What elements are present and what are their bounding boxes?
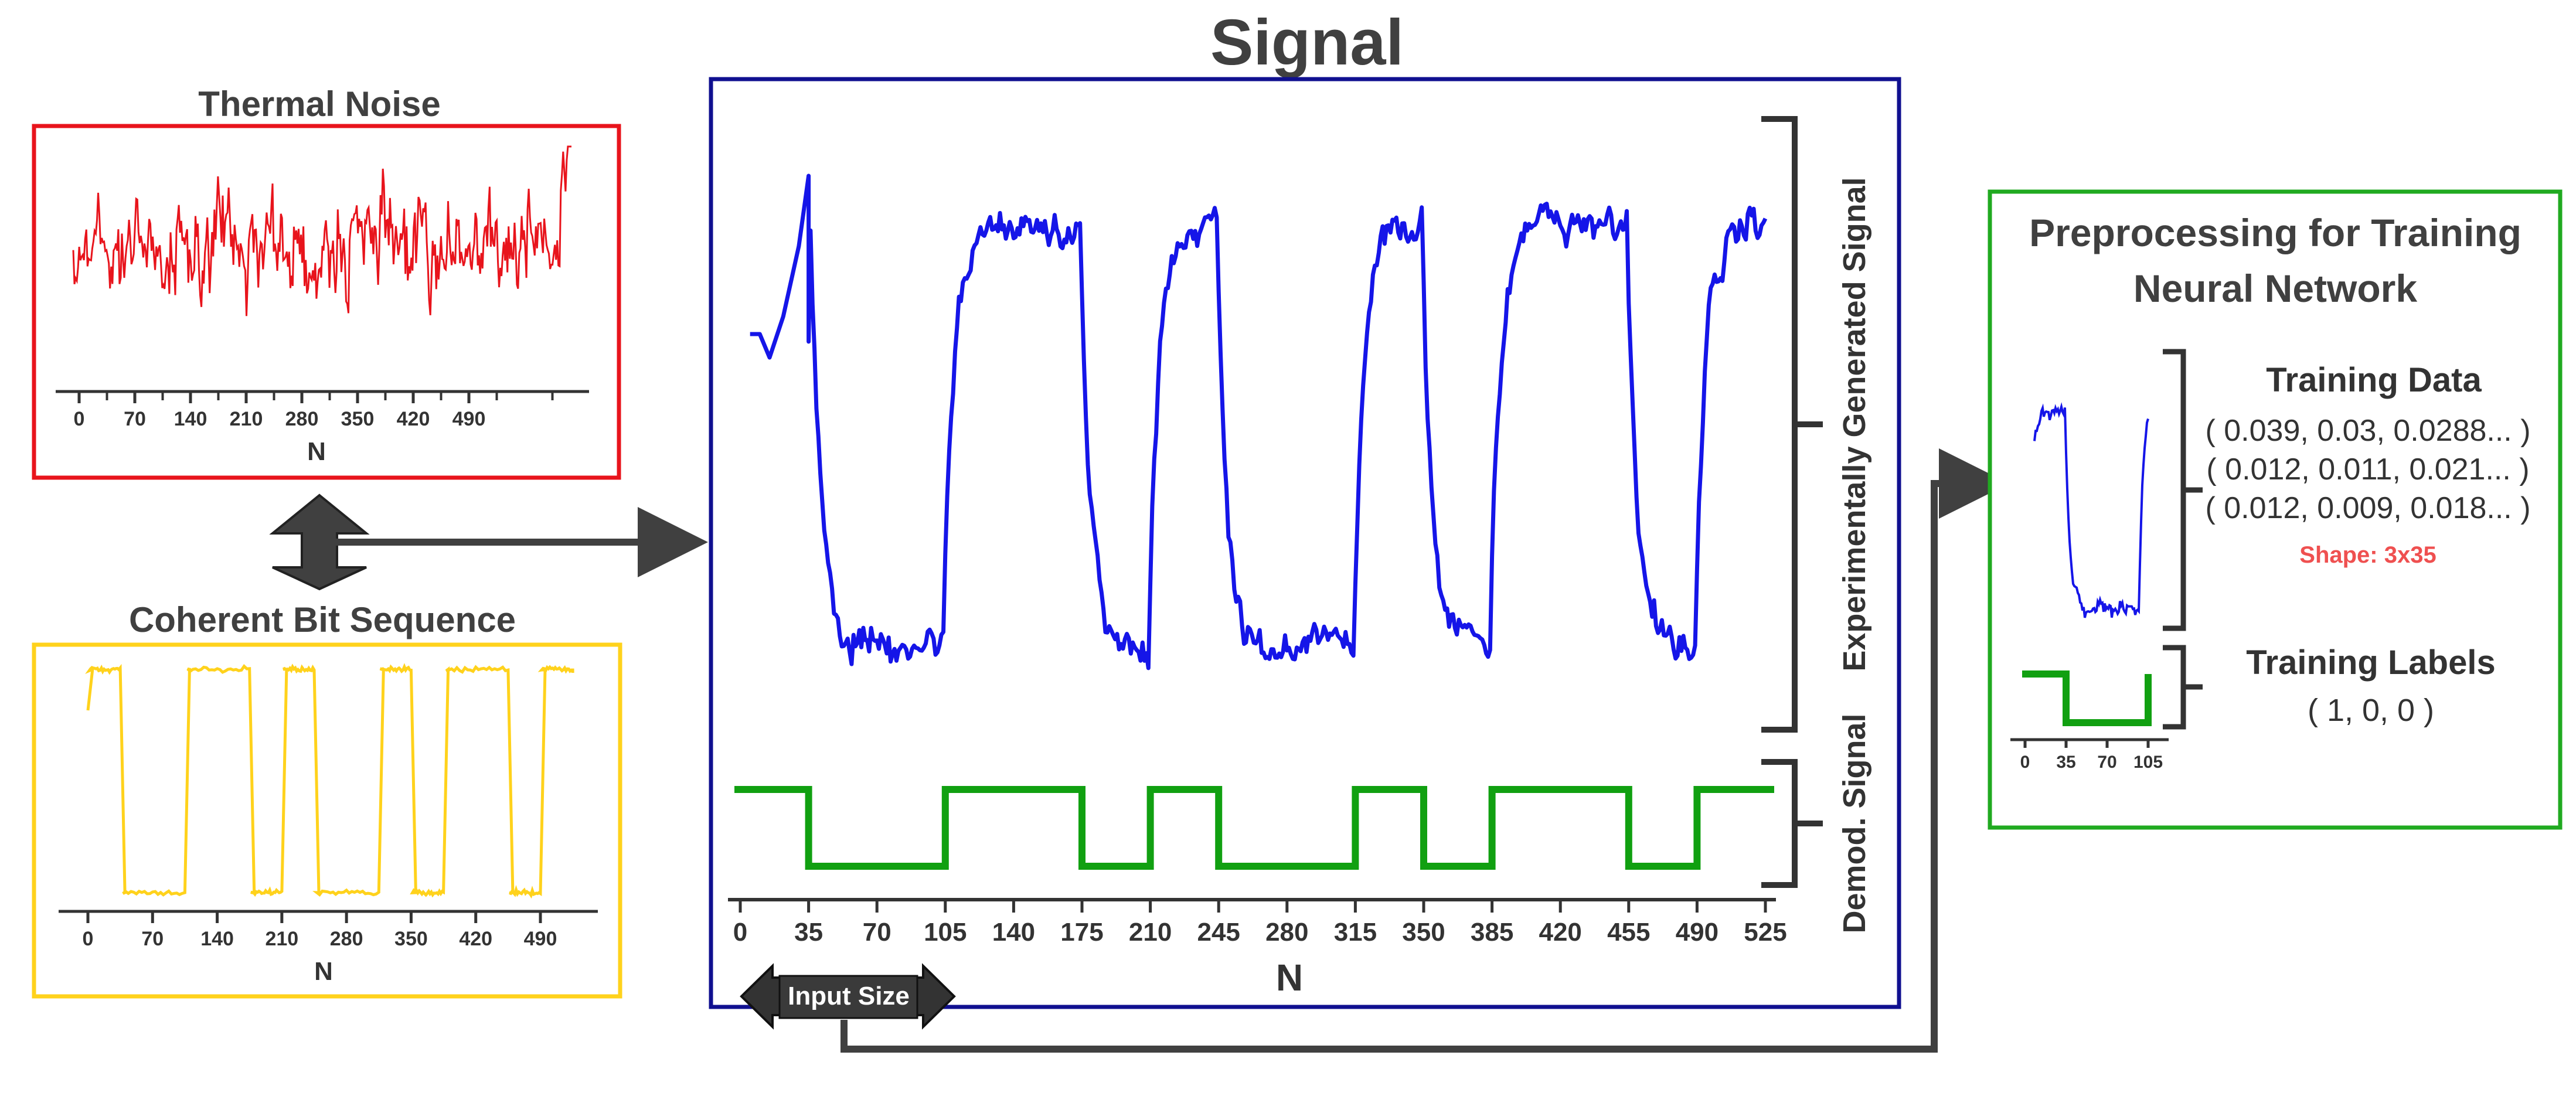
axis-tick-label: 210 bbox=[265, 928, 298, 950]
axis-tick-label: 35 bbox=[2056, 753, 2075, 772]
axis-tick-label: 525 bbox=[1744, 918, 1786, 947]
axis-tick-label: 490 bbox=[524, 928, 557, 950]
axis-tick-label: 105 bbox=[2133, 753, 2163, 772]
training-data-row-1: ( 0.039, 0.03, 0.0288... ) bbox=[2205, 414, 2530, 448]
input-size-box bbox=[778, 975, 918, 1019]
demod-bracket-label: Demod. Signal bbox=[1837, 713, 1872, 933]
axis-tick-label: 490 bbox=[1676, 918, 1719, 947]
preprocessing-title-line1: Preprocessing for Training bbox=[2029, 211, 2521, 254]
coherent-bits-title: Coherent Bit Sequence bbox=[129, 600, 516, 639]
axis-tick-label: 70 bbox=[141, 928, 164, 950]
axis-tick-label: 420 bbox=[1539, 918, 1581, 947]
shape-annotation: Shape: 3x35 bbox=[2299, 542, 2436, 568]
axis-tick-label: 210 bbox=[230, 408, 263, 430]
connector-to-preprocessing bbox=[840, 448, 2009, 1053]
axis-tick-label: 420 bbox=[459, 928, 492, 950]
training-data-title: Training Data bbox=[2266, 361, 2482, 399]
coherent-bits-ticks: 0 70 140 210 280 350 420 490 bbox=[83, 911, 557, 950]
main-title: Signal bbox=[1210, 6, 1404, 79]
axis-tick-label: 175 bbox=[1060, 918, 1103, 947]
thermal-noise-ticks: 0 70 140 210 280 350 420 490 bbox=[74, 392, 554, 430]
axis-tick-label: 140 bbox=[992, 918, 1035, 947]
axis-tick-label: 0 bbox=[83, 928, 94, 950]
signal-frame bbox=[709, 77, 1901, 1009]
axis-tick-label: 280 bbox=[1265, 918, 1308, 947]
signal-panel: 0 35 70 105 140 175 210 245 280 315 350 385 420 455 49… bbox=[709, 77, 1901, 1009]
thermal-noise-panel: Thermal Noise 0 70 140 210 280 350 420 490 N bbox=[32, 84, 621, 480]
axis-tick-label: 350 bbox=[394, 928, 428, 950]
axis-tick-label: 350 bbox=[341, 408, 375, 430]
axis-tick-label: 140 bbox=[200, 928, 234, 950]
thermal-noise-x-label: N bbox=[307, 437, 326, 466]
axis-tick-label: 385 bbox=[1471, 918, 1513, 947]
coherent-bits-x-label: N bbox=[314, 957, 333, 986]
training-labels-title: Training Labels bbox=[2246, 644, 2495, 682]
training-labels-value: ( 1, 0, 0 ) bbox=[2308, 693, 2434, 728]
axis-tick-label: 245 bbox=[1197, 918, 1240, 947]
axis-tick-label: 490 bbox=[452, 408, 486, 430]
experimental-bracket-label: Experimentally Generated Signal bbox=[1837, 177, 1872, 671]
thermal-noise-line bbox=[72, 145, 571, 316]
signal-ticks: 0 35 70 105 140 175 210 245 280 315 350 385 420 455 49… bbox=[733, 900, 1787, 947]
combine-double-arrow bbox=[269, 493, 370, 591]
axis-tick-label: 315 bbox=[1334, 918, 1377, 947]
axis-tick-label: 70 bbox=[124, 408, 146, 430]
axis-tick-label: 140 bbox=[174, 408, 207, 430]
coherent-bits-frame bbox=[32, 642, 622, 999]
input-size-label: Input Size bbox=[788, 982, 910, 1010]
demod-bracket bbox=[1761, 759, 1823, 888]
double-arrow-icon bbox=[269, 493, 370, 591]
preprocessing-panel: Preprocessing for Training Neural Networ… bbox=[1988, 189, 2563, 830]
training-labels-bracket bbox=[2163, 645, 2203, 730]
axis-tick-label: 455 bbox=[1607, 918, 1650, 947]
input-size-badge: Input Size bbox=[740, 963, 956, 1030]
demod-signal-line bbox=[734, 786, 1774, 870]
training-data-row-3: ( 0.012, 0.009, 0.018... ) bbox=[2205, 491, 2530, 525]
axis-tick-label: 350 bbox=[1402, 918, 1445, 947]
axis-tick-label: 105 bbox=[924, 918, 967, 947]
axis-tick-label: 35 bbox=[794, 918, 823, 947]
experimental-signal-line bbox=[750, 173, 1768, 670]
experimental-bracket bbox=[1761, 116, 1823, 733]
signal-x-label: N bbox=[1276, 957, 1303, 999]
axis-tick-label: 280 bbox=[330, 928, 363, 950]
axis-tick-label: 280 bbox=[285, 408, 319, 430]
axis-tick-label: 0 bbox=[733, 918, 747, 947]
axis-tick-label: 0 bbox=[2020, 753, 2030, 772]
axis-tick-label: 210 bbox=[1129, 918, 1172, 947]
axis-tick-label: 420 bbox=[397, 408, 430, 430]
axis-tick-label: 70 bbox=[2097, 753, 2116, 772]
thermal-noise-frame bbox=[32, 124, 621, 480]
coherent-bits-line bbox=[85, 663, 574, 899]
training-data-bracket bbox=[2163, 349, 2203, 631]
preprocessing-label-line bbox=[2022, 670, 2152, 726]
preprocessing-title-line2: Neural Network bbox=[2133, 267, 2417, 310]
thermal-noise-title: Thermal Noise bbox=[198, 84, 440, 124]
preprocessing-signal-line bbox=[2033, 402, 2149, 618]
preprocessing-ticks: 0 35 70 105 bbox=[2020, 740, 2163, 772]
coherent-bits-panel: Coherent Bit Sequence 0 70 140 210 280 350 420… bbox=[32, 600, 622, 999]
axis-tick-label: 70 bbox=[863, 918, 891, 947]
axis-tick-label: 0 bbox=[74, 408, 85, 430]
training-data-row-2: ( 0.012, 0.011, 0.021... ) bbox=[2206, 452, 2529, 486]
